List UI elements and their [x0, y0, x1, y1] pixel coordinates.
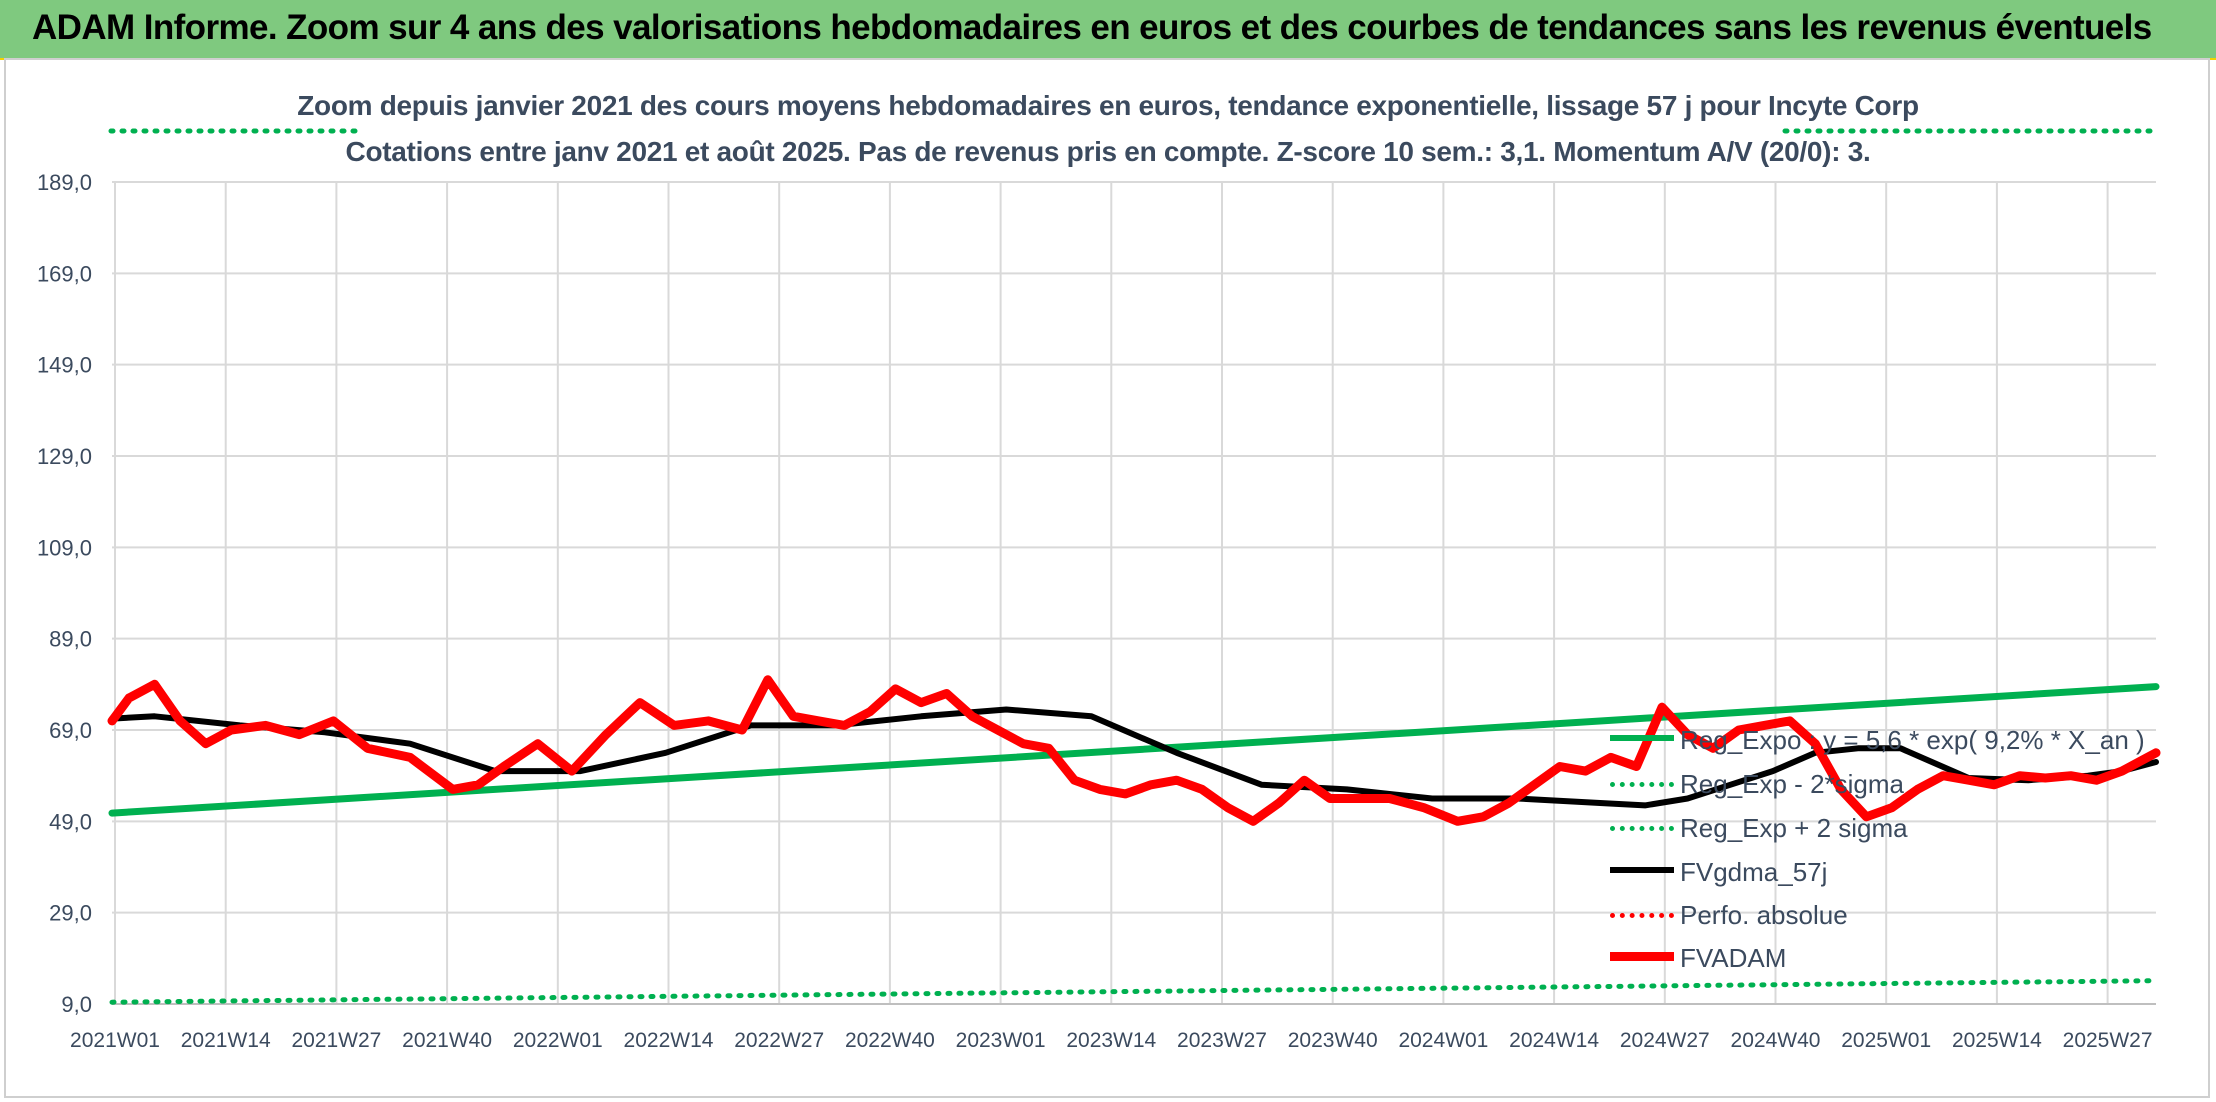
- x-tick-label: 2023W01: [956, 1029, 1046, 1052]
- grid-lines: [112, 181, 2156, 1005]
- legend-label: Perfo. absolue: [1680, 900, 1848, 930]
- legend-swatch-dotted-green: [1610, 782, 1674, 787]
- x-tick-label: 2025W01: [1841, 1029, 1931, 1052]
- legend-swatch-thick-red: [1610, 952, 1674, 961]
- x-tick-label: 2022W14: [624, 1029, 714, 1052]
- series-line-fvadam: [107, 675, 2161, 826]
- y-tick-label: 29,0: [49, 901, 92, 926]
- legend-label: FVgdma_57j: [1680, 857, 1828, 887]
- series-lines: [107, 128, 2161, 1005]
- x-tick-label: 2021W40: [402, 1029, 492, 1052]
- x-tick-label: 2023W27: [1177, 1029, 1267, 1052]
- x-tick-label: 2024W01: [1398, 1029, 1488, 1052]
- x-tick-label: 2022W27: [734, 1029, 824, 1052]
- x-tick-label: 2021W27: [291, 1029, 381, 1052]
- x-tick-label: 2021W01: [70, 1029, 160, 1052]
- x-tick-label: 2024W40: [1731, 1029, 1821, 1052]
- legend-swatch-dotted-red: [1610, 913, 1674, 918]
- x-tick-label: 2022W01: [513, 1029, 603, 1052]
- x-tick-label: 2021W14: [181, 1029, 271, 1052]
- x-tick-label: 2025W14: [1952, 1029, 2042, 1052]
- x-tick-label: 2023W40: [1288, 1029, 1378, 1052]
- legend-swatch-black: [1610, 867, 1674, 873]
- y-axis-tick-labels: 189,0 169,0 149,0 129,0 109,0 89,0 69,0 49,0 29,…: [37, 170, 92, 1017]
- series-line-reg-exp-minus-2-sigma: [109, 978, 2159, 1005]
- legend-swatch-solid-green: [1610, 735, 1674, 741]
- y-tick-label: 109,0: [37, 535, 92, 560]
- chart-frame: [4, 58, 2210, 1098]
- report-title: ADAM Informe. Zoom sur 4 ans des valoris…: [32, 8, 2152, 47]
- x-tick-label: 2024W27: [1620, 1029, 1710, 1052]
- legend-label: FVADAM: [1680, 943, 1787, 973]
- legend-label: Reg_Exp - 2*sigma: [1680, 769, 1904, 799]
- legend-label: Reg_Exp + 2 sigma: [1680, 813, 1908, 843]
- y-tick-label: 149,0: [37, 353, 92, 378]
- chart-title-line-1: Zoom depuis janvier 2021 des cours moyen…: [297, 90, 1919, 121]
- x-tick-label: 2022W40: [845, 1029, 935, 1052]
- y-tick-label: 69,0: [49, 718, 92, 743]
- y-tick-label: 129,0: [37, 444, 92, 469]
- y-tick-label: 169,0: [37, 261, 92, 286]
- x-tick-label: 2023W14: [1066, 1029, 1156, 1052]
- legend-label: Reg_Expo : y = 5,6 * exp( 9,2% * X_an ): [1680, 725, 2145, 755]
- chart-title-line-2: Cotations entre janv 2021 et août 2025. …: [345, 136, 1871, 167]
- x-axis-tick-labels: 2021W01 2021W14 2021W27 2021W40 2022W01 2022W…: [70, 1029, 2153, 1052]
- x-tick-label: 2024W14: [1509, 1029, 1599, 1052]
- legend-swatch-dotted-green: [1610, 826, 1674, 831]
- x-tick-label: 2025W27: [2063, 1029, 2153, 1052]
- y-tick-label: 49,0: [49, 809, 92, 834]
- report-banner: ADAM Informe. Zoom sur 4 ans des valoris…: [0, 0, 2216, 60]
- y-tick-label: 89,0: [49, 627, 92, 652]
- y-tick-label: 9,0: [61, 992, 92, 1017]
- y-tick-label: 189,0: [37, 170, 92, 195]
